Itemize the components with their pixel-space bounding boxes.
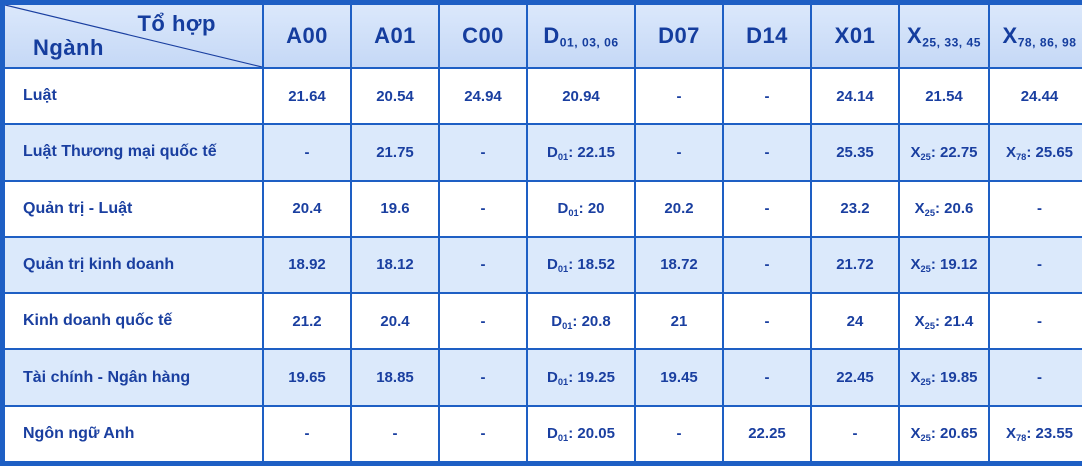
score-cell: 20.94 [526,66,636,126]
score-cell: - [722,292,812,351]
score-cell: - [634,66,724,126]
score-cell: 21.2 [262,292,352,351]
column-header-d07: D07 [634,3,724,69]
score-cell: 21.72 [810,235,900,295]
score-cell: - [634,123,724,182]
major-name-cell: Quản trị kinh doanh [3,235,264,295]
major-name-cell: Luật Thương mại quốc tế [3,123,264,182]
score-cell: - [988,235,1082,295]
score-cell: - [722,123,812,182]
score-cell: 19.6 [350,179,440,238]
score-cell: 21 [634,292,724,351]
diagonal-divider [5,5,262,67]
score-cell: - [350,404,440,464]
score-cell: D01: 20.05 [526,404,636,464]
score-cell: - [722,179,812,238]
column-header-x25: X25, 33, 45 [898,3,990,69]
score-cell: X25: 20.6 [898,179,990,238]
score-cell: D01: 19.25 [526,348,636,407]
score-cell: - [438,348,528,407]
score-cell: 20.4 [262,179,352,238]
score-cell: 21.64 [262,66,352,126]
score-cell: 19.65 [262,348,352,407]
score-cell: 18.12 [350,235,440,295]
score-cell: - [634,404,724,464]
score-cell: D01: 20 [526,179,636,238]
column-header-d01: D01, 03, 06 [526,3,636,69]
column-header-x01: X01 [810,3,900,69]
major-name-cell: Ngôn ngữ Anh [3,404,264,464]
score-cell: X25: 19.85 [898,348,990,407]
combination-label: Tổ hợp [137,11,216,36]
score-cell: 20.4 [350,292,440,351]
table-body: Luật 21.64 20.54 24.94 20.94- -24.14 21.54 24.4… [3,66,1082,464]
major-name-cell: Kinh doanh quốc tế [3,292,264,351]
table-row: Ngôn ngữ Anh - - - D01: 20.05-22.25- X25: 20.… [3,404,1082,464]
score-cell: - [438,179,528,238]
major-name-cell: Quản trị - Luật [3,179,264,238]
score-cell: X25: 21.4 [898,292,990,351]
score-cell: 18.72 [634,235,724,295]
score-cell: - [722,235,812,295]
table-row: Kinh doanh quốc tế 21.2 20.4- D01: 20.8 21-2… [3,292,1082,351]
score-cell: 21.54 [898,66,990,126]
score-cell: D01: 18.52 [526,235,636,295]
column-header-x78: X78, 86, 98 [988,3,1082,69]
score-cell: X25: 20.65 [898,404,990,464]
major-name-cell: Luật [3,66,264,126]
score-cell: 22.25 [722,404,812,464]
score-cell: 19.45 [634,348,724,407]
score-cell: - [722,348,812,407]
table-row: Quản trị kinh doanh 18.92 18.12- D01: 18.52… [3,235,1082,295]
column-header-a00: A00 [262,3,352,69]
admission-score-table: Tổ hợp Ngành A00 A01 C00 D01, 03, 06 D07… [3,3,1082,464]
table-row: Luật Thương mại quốc tế -21.75- D01: 22.15… [3,123,1082,182]
major-label: Ngành [33,35,104,60]
corner-header-cell: Tổ hợp Ngành [3,3,264,69]
score-cell: - [438,292,528,351]
score-cell: - [438,235,528,295]
score-cell: 20.54 [350,66,440,126]
score-cell: 24 [810,292,900,351]
score-cell: D01: 20.8 [526,292,636,351]
score-cell: 23.2 [810,179,900,238]
score-cell: 24.94 [438,66,528,126]
score-cell: D01: 22.15 [526,123,636,182]
score-cell: - [722,66,812,126]
score-cell: X78: 23.55 [988,404,1082,464]
score-cell: - [988,292,1082,351]
header-row: Tổ hợp Ngành A00 A01 C00 D01, 03, 06 D07… [3,3,1082,69]
score-cell: X25: 22.75 [898,123,990,182]
column-header-c00: C00 [438,3,528,69]
score-cell: 24.14 [810,66,900,126]
score-cell: X25: 19.12 [898,235,990,295]
score-cell: 18.92 [262,235,352,295]
score-cell: - [262,123,352,182]
score-cell: 21.75 [350,123,440,182]
table-row: Luật 21.64 20.54 24.94 20.94- -24.14 21.54 24.4… [3,66,1082,126]
score-cell: - [438,404,528,464]
score-cell: 25.35 [810,123,900,182]
score-cell: - [810,404,900,464]
score-cell: - [988,179,1082,238]
score-cell: - [262,404,352,464]
score-cell: 18.85 [350,348,440,407]
score-cell: - [438,123,528,182]
score-cell: - [988,348,1082,407]
score-cell: 24.44 [988,66,1082,126]
table-row: Tài chính - Ngân hàng 19.65 18.85- D01: 19.… [3,348,1082,407]
major-name-cell: Tài chính - Ngân hàng [3,348,264,407]
column-header-d14: D14 [722,3,812,69]
score-cell: 22.45 [810,348,900,407]
score-cell: 20.2 [634,179,724,238]
score-cell: X78: 25.65 [988,123,1082,182]
column-header-a01: A01 [350,3,440,69]
table-row: Quản trị - Luật 20.4 19.6- D01: 20 20.2-23.2… [3,179,1082,238]
